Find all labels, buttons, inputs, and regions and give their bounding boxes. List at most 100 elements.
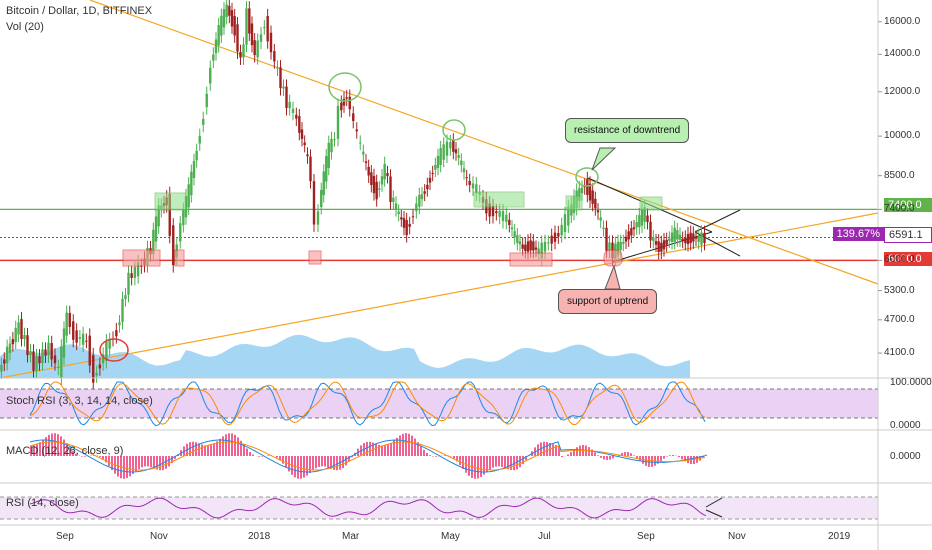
macd-bar xyxy=(207,445,209,456)
macd-bar xyxy=(612,456,614,459)
candle-body xyxy=(190,171,193,196)
macd-bar xyxy=(318,456,320,467)
candle-body xyxy=(65,312,68,336)
breakout-up-arrow xyxy=(694,209,741,233)
candle-body xyxy=(415,203,418,212)
macd-bar xyxy=(156,456,158,470)
level-6000-tag: 6000.0 xyxy=(884,252,932,266)
macd-bar xyxy=(66,443,68,456)
candle-body xyxy=(567,206,570,226)
candle-body xyxy=(172,225,175,266)
macd-bar xyxy=(108,456,110,467)
macd-bar xyxy=(309,456,311,474)
candle-body xyxy=(78,337,82,339)
candle-body xyxy=(578,188,581,201)
candle-body xyxy=(468,180,471,185)
candle-body xyxy=(560,224,563,236)
macd-bar xyxy=(327,456,329,468)
candle-body xyxy=(532,241,535,251)
candle-body xyxy=(53,355,57,364)
macd-bar xyxy=(558,445,560,456)
candle-body xyxy=(657,241,660,253)
candle-body xyxy=(505,214,508,222)
candle-body xyxy=(300,129,304,139)
candle-body xyxy=(5,346,9,364)
candle-body xyxy=(8,343,12,353)
macd-bar xyxy=(231,433,233,456)
macd-bar xyxy=(285,456,287,468)
candle-body xyxy=(394,203,398,210)
macd-bar xyxy=(39,442,41,456)
candle-body xyxy=(245,8,248,45)
candle-body xyxy=(327,142,330,168)
candle-body xyxy=(0,364,3,372)
candle-body xyxy=(599,217,602,221)
macd-bar xyxy=(696,456,698,463)
candle-body xyxy=(624,236,628,242)
candle-body xyxy=(605,227,608,251)
highlight-boxes xyxy=(122,191,663,267)
candle-body xyxy=(654,241,658,245)
candle-body xyxy=(488,203,491,217)
candle-body xyxy=(405,220,408,236)
macd-bar xyxy=(543,441,545,456)
candle-body xyxy=(32,351,35,371)
candle-body xyxy=(372,175,376,194)
candle-body xyxy=(236,24,239,52)
candle-body xyxy=(11,339,15,345)
candle-body xyxy=(553,232,557,242)
candle-body xyxy=(256,40,259,58)
candle-body xyxy=(510,227,514,230)
macd-bar xyxy=(672,454,674,456)
rsi-down-arrow xyxy=(705,509,723,518)
percent-tag: 139.67% xyxy=(832,227,884,241)
resistance-pointer xyxy=(591,147,617,171)
x-tick-label: Nov xyxy=(728,531,746,542)
candle-body xyxy=(364,161,368,163)
candle-body xyxy=(195,150,198,161)
macd-bar xyxy=(246,448,248,456)
macd-bar xyxy=(663,456,665,459)
rsi-label[interactable]: RSI (14, close) xyxy=(6,497,79,509)
candle-body xyxy=(513,231,516,238)
candle-body xyxy=(462,168,466,173)
macd-bar xyxy=(651,456,653,467)
macd-tick-0: 0.0000 xyxy=(890,451,921,462)
macd-bar xyxy=(423,449,425,456)
candle-body xyxy=(316,211,320,225)
candle-body xyxy=(378,188,381,190)
symbol-title[interactable]: Bitcoin / Dollar, 1D, BITFINEX xyxy=(6,5,153,17)
macd-bar xyxy=(705,454,707,456)
macd-bar xyxy=(165,456,167,469)
candle-body xyxy=(157,205,160,227)
candle-body xyxy=(622,241,625,244)
macd-bar xyxy=(666,456,668,457)
candle-body xyxy=(449,142,452,149)
macd-bar xyxy=(81,456,83,457)
candle-body xyxy=(454,149,458,154)
macd-bar xyxy=(402,433,404,456)
macd-bar xyxy=(519,456,521,468)
candle-body xyxy=(362,151,365,155)
candle-body xyxy=(670,232,674,242)
macd-label[interactable]: MACD (12, 26, close, 9) xyxy=(6,445,124,457)
stoch-rsi-label[interactable]: Stoch RSI (3, 3, 14, 14, close) xyxy=(6,395,153,407)
volume-label[interactable]: Vol (20) xyxy=(6,21,44,33)
y-tick-label: 14000.0 xyxy=(884,48,921,60)
macd-bar xyxy=(381,445,383,456)
candle-body xyxy=(518,241,522,245)
macd-bar xyxy=(570,452,572,456)
rsi-up-arrow xyxy=(705,497,723,508)
candle-body xyxy=(312,181,316,225)
candle-body xyxy=(418,194,421,207)
macd-bar xyxy=(237,437,239,456)
macd-bar xyxy=(210,445,212,456)
candle-body xyxy=(616,241,620,256)
candle-body xyxy=(700,232,703,245)
macd-bar xyxy=(588,447,590,456)
candle-body xyxy=(273,51,276,62)
candle-body xyxy=(355,129,358,132)
candle-body xyxy=(14,327,17,343)
macd-bar xyxy=(216,441,218,456)
